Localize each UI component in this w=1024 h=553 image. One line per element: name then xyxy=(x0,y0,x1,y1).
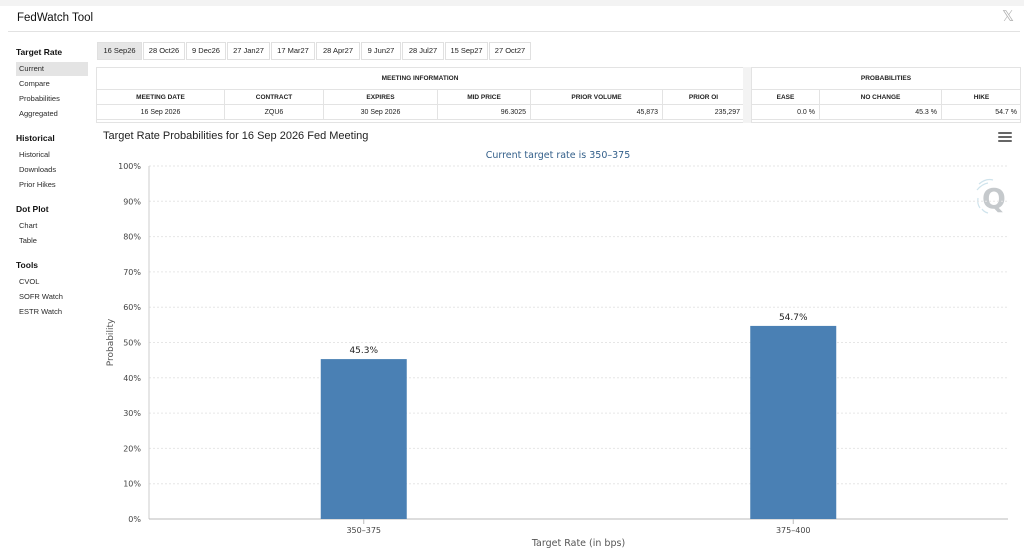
x-tick-label: 350–375 xyxy=(346,526,381,535)
y-tick-label: 10% xyxy=(123,480,141,489)
y-tick-label: 90% xyxy=(123,197,141,206)
col-prior-oi: PRIOR OI xyxy=(663,90,744,105)
tab-16-sep26[interactable]: 16 Sep26 xyxy=(97,42,142,60)
ease-value: 0.0 % xyxy=(752,105,820,120)
meeting-information-table: MEETING INFORMATION MEETING DATE CONTRAC… xyxy=(96,67,744,123)
y-axis-title: Probability xyxy=(106,318,116,366)
expires-value: 30 Sep 2026 xyxy=(324,105,438,120)
chart-title: Target Rate Probabilities for 16 Sep 202… xyxy=(103,130,369,142)
tab-28-jul27[interactable]: 28 Jul27 xyxy=(402,42,444,60)
y-tick-label: 30% xyxy=(123,409,141,418)
sidebar-item-current[interactable]: Current xyxy=(16,62,88,76)
tab-28-oct26[interactable]: 28 Oct26 xyxy=(143,42,185,60)
col-hike: HIKE xyxy=(942,90,1021,105)
sidebar-item-aggregated[interactable]: Aggregated xyxy=(19,109,58,118)
header-divider xyxy=(8,31,1020,32)
probabilities-title: PROBABILITIES xyxy=(752,68,1020,90)
sidebar-item-cvol[interactable]: CVOL xyxy=(19,277,40,286)
col-no-change: NO CHANGE xyxy=(820,90,942,105)
x-tick-label: 375–400 xyxy=(776,526,811,535)
sidebar-item-table[interactable]: Table xyxy=(19,236,37,245)
prior-volume-value: 45,873 xyxy=(531,105,663,120)
sidebar-item-compare[interactable]: Compare xyxy=(19,79,50,88)
sidebar-item-downloads[interactable]: Downloads xyxy=(19,165,57,174)
probabilities-table: PROBABILITIES EASE NO CHANGE HIKE 0.0 % … xyxy=(751,67,1021,123)
tab-9-dec26[interactable]: 9 Dec26 xyxy=(186,42,226,60)
col-prior-volume: PRIOR VOLUME xyxy=(531,90,663,105)
meeting-date-value: 16 Sep 2026 xyxy=(97,105,225,120)
sidebar-item-sofr-watch[interactable]: SOFR Watch xyxy=(19,292,63,301)
meeting-information-title: MEETING INFORMATION xyxy=(97,68,743,90)
hamburger-menu-icon[interactable] xyxy=(998,132,1012,144)
tab-27-jan27[interactable]: 27 Jan27 xyxy=(227,42,270,60)
sidebar-group-tools: Tools xyxy=(16,260,39,270)
col-mid-price: MID PRICE xyxy=(438,90,531,105)
svg-text:Q: Q xyxy=(982,182,1006,215)
y-tick-label: 70% xyxy=(123,268,141,277)
quikstrike-q-logo: Q xyxy=(976,178,1006,215)
tab-17-mar27[interactable]: 17 Mar27 xyxy=(271,42,315,60)
sidebar-item-estr-watch[interactable]: ESTR Watch xyxy=(19,307,63,316)
y-tick-label: 80% xyxy=(123,233,141,242)
y-tick-label: 40% xyxy=(123,374,141,383)
bar-chart: Current target rate is 350–375 0% 10% 20% 30… xyxy=(106,150,1008,549)
tab-27-oct27[interactable]: 27 Oct27 xyxy=(489,42,531,60)
hike-value: 54.7 % xyxy=(942,105,1021,120)
sidebar-item-probabilities[interactable]: Probabilities xyxy=(19,94,60,103)
y-tick-label: 60% xyxy=(123,303,141,312)
sidebar-item-chart[interactable]: Chart xyxy=(19,221,38,230)
top-strip xyxy=(0,0,1024,6)
sidebar-group-historical: Historical xyxy=(16,133,55,143)
sidebar-item-historical[interactable]: Historical xyxy=(19,150,50,159)
no-change-value: 45.3 % xyxy=(820,105,942,120)
y-tick-label: 50% xyxy=(123,339,141,348)
sidebar-group-dot-plot: Dot Plot xyxy=(16,204,49,214)
chart-subtitle: Current target rate is 350–375 xyxy=(486,150,631,161)
col-expires: EXPIRES xyxy=(324,90,438,105)
y-tick-label: 20% xyxy=(123,444,141,453)
tab-15-sep27[interactable]: 15 Sep27 xyxy=(445,42,488,60)
sidebar-item-prior-hikes[interactable]: Prior Hikes xyxy=(19,180,56,189)
tab-9-jun27[interactable]: 9 Jun27 xyxy=(361,42,401,60)
contract-value: ZQU6 xyxy=(225,105,324,120)
prior-oi-value: 235,297 xyxy=(663,105,744,120)
y-tick-label: 0% xyxy=(128,515,141,524)
col-ease: EASE xyxy=(752,90,820,105)
bar-2 xyxy=(750,325,837,519)
app-header: FedWatch Tool 𝕏 xyxy=(0,6,1024,32)
table-gap xyxy=(743,67,751,123)
tab-28-apr27[interactable]: 28 Apr27 xyxy=(316,42,360,60)
mid-price-value: 96.3025 xyxy=(438,105,531,120)
col-meeting-date: MEETING DATE xyxy=(97,90,225,105)
y-tick-label: 100% xyxy=(118,162,141,171)
x-axis-title: Target Rate (in bps) xyxy=(531,538,625,549)
app-title: FedWatch Tool xyxy=(17,12,94,24)
close-icon[interactable]: 𝕏 xyxy=(1002,8,1015,25)
data-label: 54.7% xyxy=(779,313,808,323)
sidebar-group-target-rate: Target Rate xyxy=(16,47,63,57)
col-contract: CONTRACT xyxy=(225,90,324,105)
bar-1 xyxy=(320,359,407,519)
data-label: 45.3% xyxy=(349,346,378,356)
chart-panel: Target Rate Probabilities for 16 Sep 202… xyxy=(96,126,1020,553)
